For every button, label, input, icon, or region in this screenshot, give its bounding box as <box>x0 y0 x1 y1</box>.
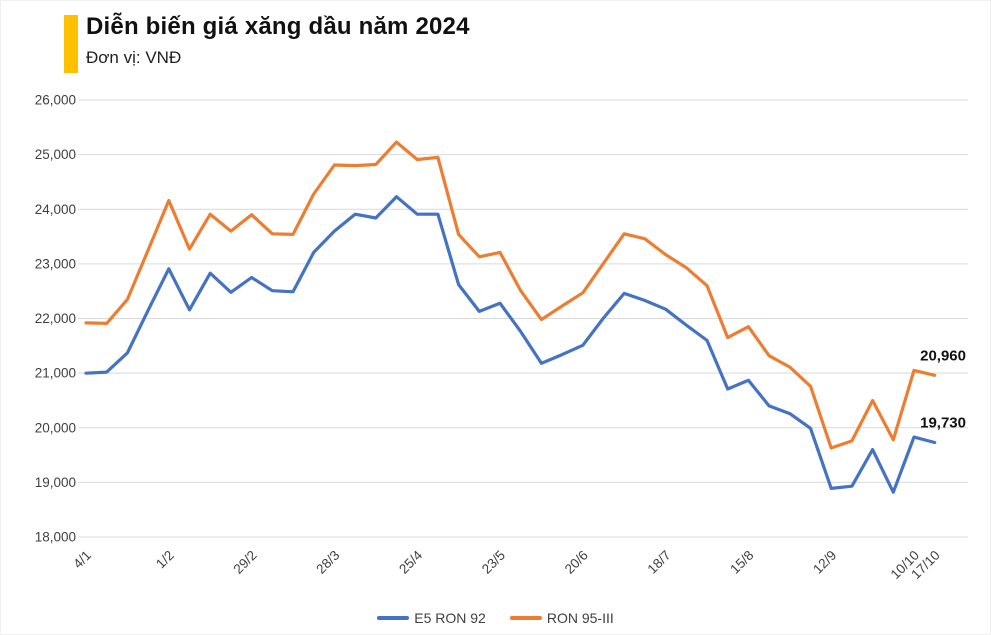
y-axis-tick-label: 24,000 <box>35 202 76 217</box>
x-axis-tick-label: 29/2 <box>231 548 260 577</box>
y-axis-tick-label: 19,000 <box>35 475 76 490</box>
legend-item-e5-ron-92: E5 RON 92 <box>377 610 486 626</box>
y-axis-tick-label: 25,000 <box>35 147 76 162</box>
chart-svg: 26,000 25,000 24,000 23,000 22,000 21,000 20,0… <box>35 93 968 582</box>
legend-label: RON 95-III <box>546 610 614 626</box>
y-axis-tick-label: 23,000 <box>35 256 76 271</box>
data-label-ron-95-iii: 20,960 <box>920 347 966 364</box>
y-axis-tick-label: 22,000 <box>35 311 76 326</box>
x-axis-tick-label: 1/2 <box>153 548 177 572</box>
x-axis-tick-label: 4/1 <box>70 548 94 572</box>
y-axis-tick-label: 18,000 <box>35 530 76 545</box>
data-label-e5-ron-92: 19,730 <box>920 415 966 432</box>
x-axis-tick-label: 23/5 <box>479 548 508 577</box>
x-axis-tick-label: 18/7 <box>645 548 674 577</box>
series-line-e5-ron-92 <box>84 195 937 494</box>
chart-unit-subtitle: Đơn vị: VNĐ <box>86 48 182 67</box>
x-axis-tick-label: 15/8 <box>727 548 756 577</box>
y-axis-tick-label: 21,000 <box>35 366 76 381</box>
chart-area: 26,000 25,000 24,000 23,000 22,000 21,000 20,0… <box>1 86 990 601</box>
legend-line-swatch-orange <box>509 616 542 620</box>
legend-line-swatch-blue <box>377 616 410 620</box>
x-axis-tick-label: 12/9 <box>810 548 839 577</box>
y-axis-tick-label: 26,000 <box>35 93 76 108</box>
series-line-ron-95-iii <box>84 140 937 450</box>
x-axis-tick-label: 28/3 <box>313 548 342 577</box>
chart-title: Diễn biến giá xăng dầu năm 2024 <box>86 13 470 40</box>
y-axis-tick-label: 20,000 <box>35 420 76 435</box>
legend-item-ron-95-iii: RON 95-III <box>509 610 614 626</box>
title-accent-bar <box>64 15 78 73</box>
x-axis-tick-label: 25/4 <box>396 547 426 577</box>
legend: E5 RON 92 RON 95-III <box>1 610 990 626</box>
legend-label: E5 RON 92 <box>414 610 486 626</box>
x-axis-tick-label: 20/6 <box>562 548 591 577</box>
